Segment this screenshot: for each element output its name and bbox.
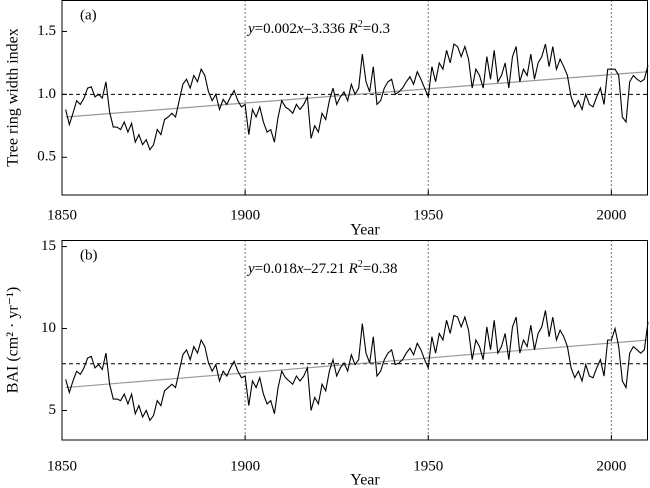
x-axis-label: Year bbox=[350, 472, 380, 488]
equation-part: –27.21 bbox=[303, 261, 349, 277]
plot-frame bbox=[61, 240, 648, 441]
equation-part: =0.3 bbox=[363, 21, 390, 37]
equation-part: y bbox=[246, 21, 255, 37]
x-tick-label: 2000 bbox=[596, 458, 626, 474]
y-axis-label: BAI (cm² · yr⁻¹) bbox=[5, 287, 22, 393]
equation-part: 2 bbox=[358, 19, 363, 30]
x-tick-label: 1850 bbox=[47, 207, 77, 223]
plot-frame bbox=[61, 0, 648, 196]
equation-part: =0.38 bbox=[363, 261, 398, 277]
trend-line bbox=[65, 339, 649, 389]
panel-label: (a) bbox=[80, 7, 97, 23]
equation-part: x bbox=[296, 261, 304, 277]
y-axis-label: Tree ring width index bbox=[5, 28, 22, 167]
equation-part: R bbox=[348, 261, 358, 277]
data-line bbox=[65, 43, 649, 151]
trend-line bbox=[65, 71, 649, 118]
y-tick-label: 1.0 bbox=[37, 86, 56, 102]
equation-part: –3.336 bbox=[303, 21, 349, 37]
equation: y=0.018x–27.21 R2=0.38 bbox=[246, 259, 397, 278]
x-tick-label: 1950 bbox=[413, 207, 443, 223]
x-tick-label: 1950 bbox=[413, 458, 443, 474]
x-tick-label: 1900 bbox=[230, 207, 260, 223]
y-tick-label: 10 bbox=[41, 320, 56, 336]
panel: 5 10 15 1850 1900 1950 2000 Year BAI (cm² · yr⁻¹… bbox=[5, 238, 649, 488]
equation-part: x bbox=[296, 21, 304, 37]
equation-part: =0.018 bbox=[255, 261, 297, 277]
equation-part: R bbox=[348, 21, 358, 37]
x-axis-label: Year bbox=[350, 222, 380, 239]
equation-part: 2 bbox=[358, 259, 363, 270]
x-tick-label: 2000 bbox=[596, 207, 626, 223]
y-tick-label: 5 bbox=[49, 402, 57, 418]
equation-part: =0.002 bbox=[255, 21, 297, 37]
panel: 0.5 1.0 1.5 1850 1900 1950 2000 Year Tree ring w… bbox=[5, 0, 649, 239]
y-tick-label: 1.5 bbox=[37, 23, 56, 39]
x-tick-label: 1850 bbox=[47, 458, 77, 474]
equation: y=0.002x–3.336 R2=0.3 bbox=[246, 19, 390, 38]
x-tick-label: 1900 bbox=[230, 458, 260, 474]
y-tick-label: 0.5 bbox=[37, 149, 56, 165]
data-line bbox=[65, 310, 649, 422]
panel-label: (b) bbox=[80, 247, 98, 263]
equation-part: y bbox=[246, 261, 255, 277]
y-tick-label: 15 bbox=[41, 238, 56, 254]
